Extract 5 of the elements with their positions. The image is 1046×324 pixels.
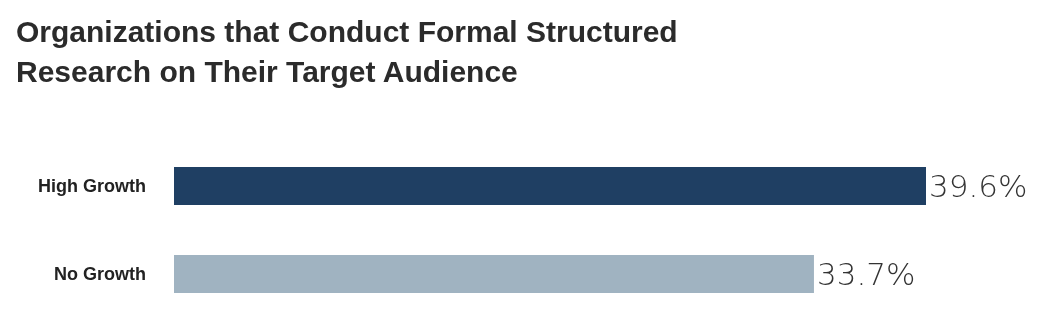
chart-title: Organizations that Conduct Formal Structured Research on Their Target Audience	[15, 14, 679, 90]
data-label: 33.7%	[816, 256, 916, 293]
data-label: 39.6%	[929, 168, 1028, 205]
y-tick-label: High Growth	[38, 176, 146, 197]
y-tick-label: No Growth	[54, 264, 146, 285]
